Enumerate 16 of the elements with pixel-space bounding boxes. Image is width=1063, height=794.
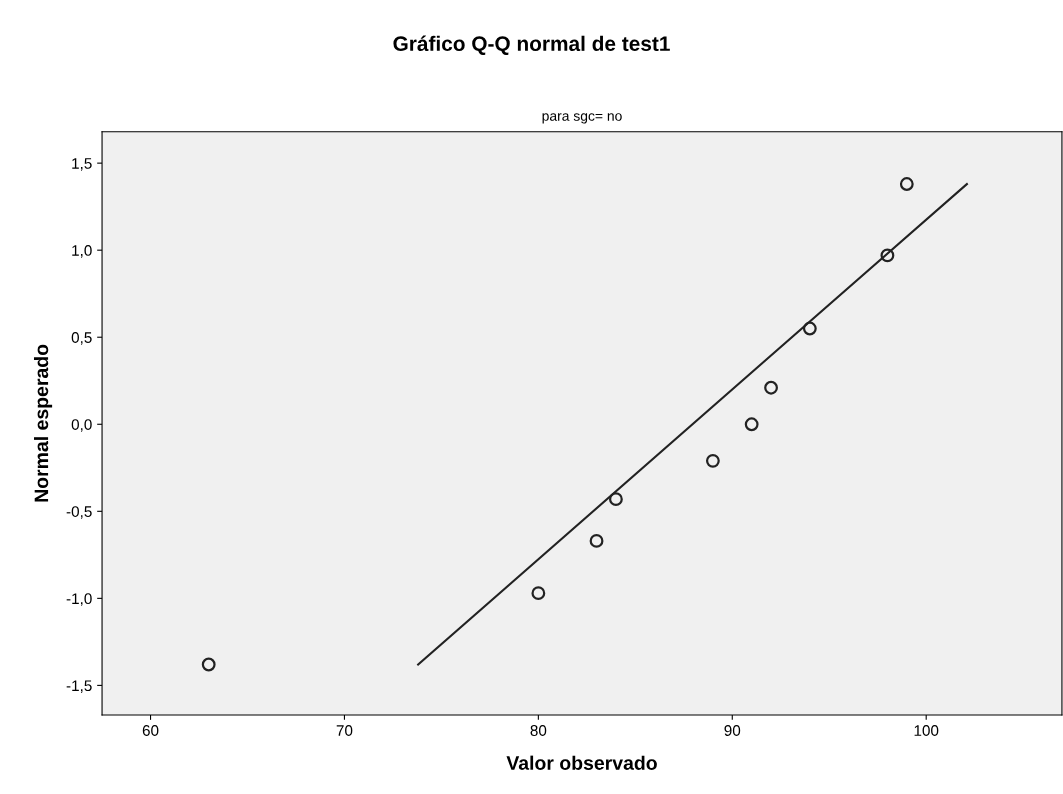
- x-tick-label: 80: [530, 725, 547, 736]
- y-tick-label: -1,0: [66, 593, 92, 606]
- x-tick-label: 100: [914, 725, 939, 736]
- chart-subtitle: para sgc= no: [542, 113, 622, 124]
- x-tick-label: 90: [724, 725, 741, 736]
- y-tick-label: 1,0: [72, 245, 92, 258]
- y-tick-label: -1,5: [66, 680, 92, 693]
- chart-title: Gráfico Q-Q normal de test1: [393, 35, 670, 55]
- x-tick-label: 70: [336, 725, 353, 736]
- x-axis-title: Valor observado: [506, 755, 657, 770]
- y-tick-label: -0,5: [66, 506, 92, 519]
- y-tick-label: 0,0: [71, 419, 92, 432]
- y-axis-title: Normal esperado: [33, 344, 53, 502]
- x-tick-label: 60: [142, 725, 159, 736]
- y-tick-label: 1,5: [72, 158, 92, 171]
- y-tick-label: 0,5: [71, 332, 92, 345]
